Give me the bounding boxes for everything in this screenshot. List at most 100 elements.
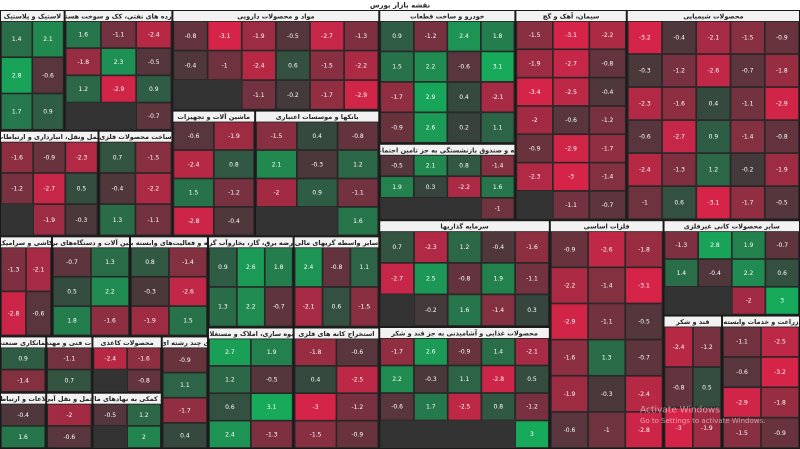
- stock-tile: [99, 173, 136, 204]
- stock-tile: [764, 120, 799, 153]
- stock-tile: [251, 338, 293, 366]
- stock-tile: [93, 347, 127, 370]
- stock-change: 2.7: [225, 349, 235, 356]
- stock-tile: [516, 134, 553, 163]
- sector-header: [294, 328, 379, 339]
- stock-change: -0.4: [112, 186, 124, 193]
- stock-tile: [413, 82, 448, 113]
- sector-name: محصولات کاغذی: [100, 339, 153, 347]
- stock-tile: [696, 153, 731, 186]
- stock-change: -2.5: [351, 377, 363, 384]
- stock-tile: [136, 75, 172, 103]
- stock-change: 0.5: [527, 376, 537, 383]
- stock-change: 1.1: [460, 376, 470, 383]
- stock-tile: [209, 287, 237, 327]
- stock-tile: [344, 21, 379, 51]
- stock-tile: [136, 48, 172, 76]
- stock-change: -1.8: [638, 246, 650, 253]
- stock-change: 0.9: [709, 134, 719, 141]
- stock-change: 1.8: [493, 33, 503, 40]
- stock-tile: [173, 21, 208, 51]
- sector-header: [1, 337, 46, 348]
- stock-tile: [516, 77, 553, 106]
- stock-change: -0.9: [179, 357, 191, 364]
- stock-change: 2.2: [744, 270, 754, 277]
- sector-name: سرمایه گذاریها: [440, 223, 488, 231]
- stock-tile: [481, 176, 515, 198]
- stock-tile: [447, 365, 482, 393]
- sector-name: سایر محصولات کانی غیرفلزی: [684, 223, 780, 231]
- stock-tile: [627, 54, 662, 87]
- sector: مواد و محصولات دارویی -1.3 -2.7 -0.5 -1.9 -3.…: [172, 10, 380, 111]
- stock-tile: [322, 247, 351, 287]
- sector-name: خدمات فنی و مهندسی: [33, 339, 107, 347]
- stock-tile: [213, 121, 254, 150]
- stock-tile: [297, 121, 338, 150]
- stock-change: 0.8: [145, 259, 155, 266]
- stock-change: -2.2: [355, 62, 367, 69]
- stock-tile: [553, 191, 590, 220]
- stock-change: -0.6: [42, 72, 54, 79]
- stock-change: -2.4: [188, 161, 200, 168]
- stock-change: -0.8: [776, 134, 788, 141]
- sector-header: [664, 221, 799, 232]
- stock-change: 1.4: [12, 36, 22, 43]
- stock-change: 0.4: [312, 133, 322, 140]
- stock-tile: [696, 54, 731, 87]
- stock-tile: [251, 366, 293, 394]
- stock-tile: [237, 287, 265, 327]
- stock-tile: [337, 207, 379, 236]
- stock-tile: [33, 204, 66, 236]
- stock-tile: [310, 50, 344, 80]
- sector: عرضه برق، گاز، بخاروآب گرم 1.8 2.6 0.9 -0.7 2…: [207, 236, 294, 328]
- stock-tile: [481, 112, 515, 143]
- stock-tile: [515, 393, 549, 421]
- stock-change: 2.6: [426, 349, 436, 356]
- sector-header: [47, 393, 92, 404]
- stock-change: -0.5: [287, 33, 299, 40]
- stock-tile: [131, 306, 169, 336]
- stock-tile: [589, 162, 626, 191]
- stock-change: -2.1: [526, 349, 538, 356]
- stock-change: 0.6: [332, 304, 342, 311]
- stock-tile: [173, 207, 214, 236]
- stock-tile: [337, 178, 379, 207]
- stock-change: 2.8: [710, 242, 720, 249]
- stock-change: -1.3: [675, 242, 687, 249]
- stock-change: -0.6: [188, 133, 200, 140]
- stock-change: -2.6: [708, 68, 720, 75]
- stock-tile: [413, 51, 448, 82]
- sector-header: [294, 237, 379, 248]
- stock-tile: [414, 365, 448, 393]
- stock-tile: [696, 186, 731, 220]
- stock-tile: [173, 150, 214, 179]
- stock-change: -1.4: [492, 163, 504, 170]
- stock-change: -2.7: [43, 186, 55, 193]
- sector: خودرو و ساخت قطعات 1.8 2.4 -1.2 0.9 3.1 -0.6 2.…: [379, 10, 516, 144]
- stock-tile: [173, 121, 214, 150]
- stock-tile: [664, 259, 698, 287]
- stock-change: -1.1: [565, 202, 577, 209]
- stock-change: -1.9: [776, 167, 788, 174]
- stock-change: -2.4: [673, 344, 685, 351]
- sector-name: رایانه و فعالیت‌های وابسته به آن: [117, 238, 221, 247]
- stock-tile: [127, 426, 161, 448]
- sector-name: ساخت محصولات فلزی: [99, 133, 171, 141]
- stock-change: 1.5: [183, 318, 193, 325]
- stock-tile: [730, 120, 765, 153]
- stock-tile: [664, 367, 693, 408]
- stock-tile: [627, 186, 662, 220]
- stock-tile: [589, 106, 626, 135]
- stock-change: 3.1: [493, 64, 503, 71]
- stock-tile: [516, 49, 553, 78]
- stock-tile: [696, 120, 731, 153]
- stock-tile: [127, 403, 161, 426]
- stock-tile: [551, 231, 588, 268]
- stock-change: -0.5: [148, 59, 160, 66]
- stock-tile: [765, 231, 799, 259]
- stock-tile: [380, 338, 414, 366]
- stock-change: -2.7: [321, 33, 333, 40]
- stock-change: -2.3: [76, 154, 88, 161]
- stock-tile: [297, 178, 338, 207]
- sector: کاشی و سرامیک -2.1 -1.3 -0.6 -2.8: [0, 236, 52, 337]
